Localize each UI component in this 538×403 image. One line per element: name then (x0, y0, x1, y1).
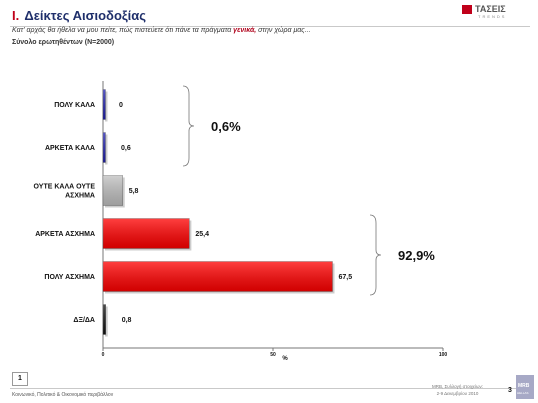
logo-sub: TRENDS (478, 14, 507, 19)
value-label: 67,5 (339, 274, 353, 281)
mrb-logo: MRB HELLAS (516, 375, 534, 399)
question-text: Κατ' αρχάς θα ήθελα να μου πείτε, πώς πι… (12, 27, 452, 34)
bar-highlight (103, 218, 190, 249)
category-label: ΠΟΛΥ ΑΣΧΗΜΑ (44, 274, 95, 281)
value-label: 0,6 (121, 145, 131, 152)
x-axis-title: % (282, 356, 288, 362)
group-total-label: 92,9% (398, 248, 435, 263)
question-after: στην χώρα μας... (256, 27, 311, 34)
page-number: 3 (508, 387, 512, 394)
footer-source-line2: 2-9 Δεκεμβρίου 2010 (436, 391, 479, 396)
slide-box-number: 1 (12, 372, 28, 386)
category-label: ΟΥΤΕ ΚΑΛΑ ΟΥΤΕ (34, 184, 96, 191)
question-emphasis: γενικά, (233, 27, 257, 34)
section-number: Ι. (12, 8, 20, 23)
value-label: 25,4 (195, 231, 209, 238)
bar-highlight (103, 175, 123, 206)
category-label: ΠΟΛΥ ΚΑΛΑ (54, 102, 95, 109)
bar-highlight (103, 132, 106, 163)
question-before: Κατ' αρχάς θα ήθελα να μου πείτε, πώς πι… (12, 27, 234, 34)
sample-size: Σύνολο ερωτηθέντων (Ν=2000) (12, 39, 115, 46)
bar-highlight (103, 89, 106, 120)
mrb-logo-sub: HELLAS (517, 391, 529, 395)
value-label: 0 (119, 102, 123, 109)
group-total-label: 0,6% (211, 119, 241, 134)
category-label: ΔΞ/ΔΑ (73, 317, 95, 324)
page-title: Ι. Δείκτες Αισιοδοξίας (12, 8, 146, 23)
group-bracket (182, 85, 195, 167)
x-tick-label: 100 (439, 352, 448, 358)
logo-mark-icon (462, 5, 472, 14)
footer-source: MRB, Συλλογή στοιχείων: 2-9 Δεκεμβρίου 2… (420, 383, 495, 397)
group-bracket (369, 214, 382, 296)
title-text: Δείκτες Αισιοδοξίας (24, 8, 147, 23)
x-tick-label: 0 (102, 352, 105, 358)
logo-name: ΤΑΣΕΙΣ (475, 4, 506, 14)
x-tick-label: 50 (270, 352, 276, 358)
footer-section: Κοινωνικό, Πολιτικό & Οικονομικό περιβάλ… (12, 392, 114, 398)
footer-source-line1: MRB, Συλλογή στοιχείων: (431, 384, 484, 389)
footer-divider (10, 388, 530, 389)
header-divider (10, 26, 530, 27)
category-label: ΑΣΧΗΜΑ (65, 193, 95, 200)
bar-shadow (105, 91, 108, 122)
mrb-logo-name: MRB (518, 383, 530, 389)
value-label: 0,8 (122, 317, 132, 324)
category-label: ΑΡΚΕΤΑ ΚΑΛΑ (45, 145, 95, 152)
bar-shadow (105, 306, 108, 337)
tasis-logo: ΤΑΣΕΙΣ TRENDS (462, 3, 532, 19)
category-label: ΑΡΚΕΤΑ ΑΣΧΗΜΑ (35, 231, 95, 238)
bar-highlight (103, 304, 106, 335)
bar-shadow (105, 134, 108, 165)
value-label: 5,8 (129, 188, 139, 195)
bar-highlight (103, 261, 333, 292)
bar-chart: ΠΟΛΥ ΚΑΛΑ 0 ΑΡΚΕΤΑ ΚΑΛΑ 0,6 ΟΥΤΕ ΚΑΛΑ ΟΥΤΕ ΑΣ… (34, 81, 448, 362)
